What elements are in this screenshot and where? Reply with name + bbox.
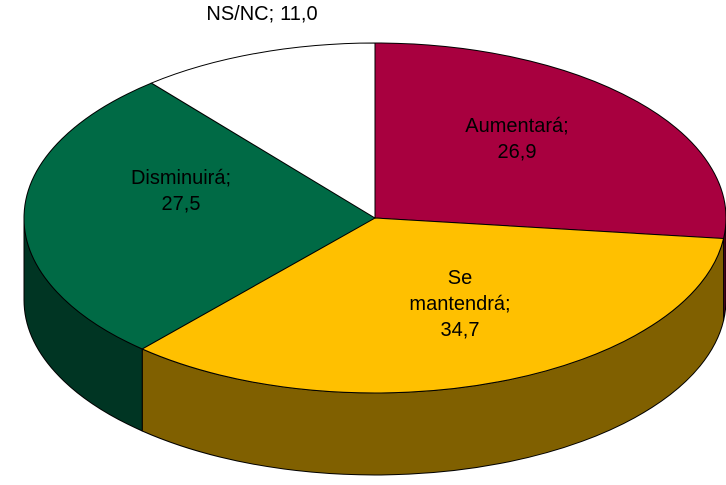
slice xyxy=(141,217,725,394)
value-label: 11,0 xyxy=(280,3,317,25)
category-label: mantendrá; xyxy=(409,293,510,315)
data-label-line: 27,5 xyxy=(162,193,201,215)
category-label: Se xyxy=(448,267,472,289)
data-label: Disminuirá; 27,5 xyxy=(131,167,231,215)
data-label-line: Aumentará; xyxy=(465,115,568,137)
data-label-line: NS/NC; 11,0 xyxy=(206,3,317,25)
category-label: NS/NC; xyxy=(206,3,274,25)
data-label: NS/NC; 11,0 xyxy=(206,3,317,25)
category-label: Aumentará; xyxy=(465,115,568,137)
value-label: 26,9 xyxy=(498,141,537,163)
slice xyxy=(23,82,376,350)
value-label: 34,7 xyxy=(441,319,480,341)
data-label-line: Disminuirá; xyxy=(131,167,231,189)
data-label-line: Se xyxy=(448,267,472,289)
slice xyxy=(374,42,726,240)
value-label: 27,5 xyxy=(162,193,201,215)
category-label: Disminuirá; xyxy=(131,167,231,189)
data-label: Se mantendrá; 34,7 xyxy=(409,267,510,341)
data-label-line: 26,9 xyxy=(498,141,537,163)
data-label-line: 34,7 xyxy=(441,319,480,341)
data-label-line: mantendrá; xyxy=(409,293,510,315)
slice xyxy=(150,42,376,219)
data-label: Aumentará; 26,9 xyxy=(465,115,568,163)
